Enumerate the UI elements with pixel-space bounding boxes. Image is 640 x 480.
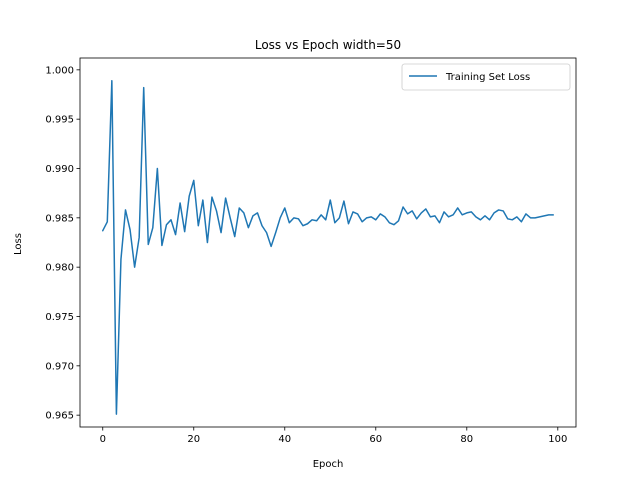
x-tick-label: 20 xyxy=(187,434,200,445)
x-tick-label: 80 xyxy=(460,434,473,445)
y-tick-label: 1.000 xyxy=(45,65,74,76)
legend-box xyxy=(401,63,571,91)
chart-title: Loss vs Epoch width=50 xyxy=(255,38,401,52)
y-tick-label: 0.965 xyxy=(45,411,74,422)
y-tick-label: 0.995 xyxy=(45,115,74,126)
x-tick-label: 100 xyxy=(548,434,567,445)
y-tick-label: 0.975 xyxy=(45,312,74,323)
legend-entry-label: Training Set Loss xyxy=(445,72,530,83)
series-line-0 xyxy=(102,79,554,415)
axes-frame xyxy=(79,57,577,428)
x-tick-label: 0 xyxy=(100,434,106,445)
x-axis-label: Epoch xyxy=(313,459,344,470)
x-tick-label: 40 xyxy=(278,434,291,445)
y-axis: 0.965 0.970 0.975 0.980 0.985 0.990 0.995 1.000 xyxy=(45,65,80,422)
legend: Training Set Loss xyxy=(401,63,571,91)
x-axis: 0 20 40 60 80 100 xyxy=(100,427,567,445)
y-tick-label: 0.985 xyxy=(45,213,74,224)
y-tick-label: 0.970 xyxy=(45,361,74,372)
plot-area xyxy=(79,57,577,428)
y-tick-label: 0.980 xyxy=(45,263,74,274)
y-axis-label: Loss xyxy=(13,233,24,255)
y-tick-label: 0.990 xyxy=(45,164,74,175)
x-tick-label: 60 xyxy=(369,434,382,445)
